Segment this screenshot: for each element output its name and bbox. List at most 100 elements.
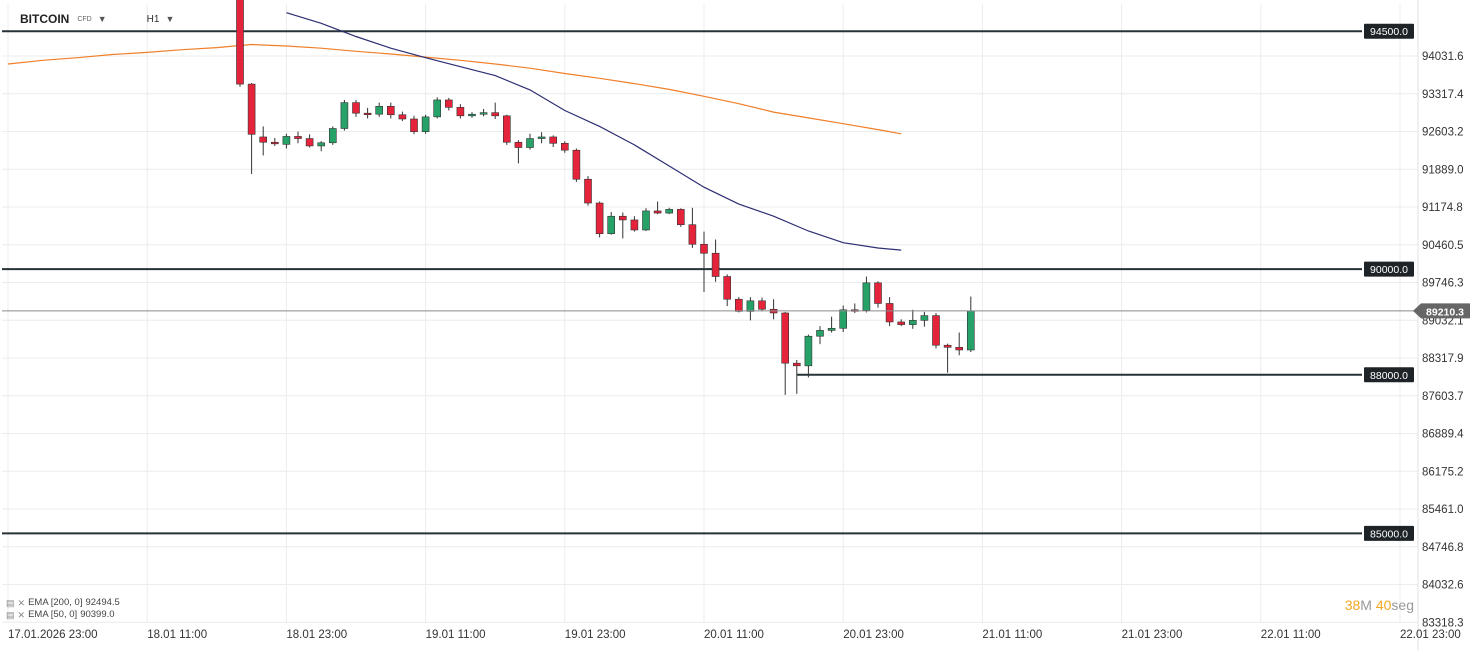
close-icon[interactable]: ✕ bbox=[17, 610, 26, 620]
time-tick-label: 19.01 11:00 bbox=[426, 629, 486, 641]
legend-ema200: ▤ ✕ EMA [200, 0] 92494.5 bbox=[6, 597, 120, 609]
candle bbox=[607, 212, 616, 235]
candle-body bbox=[537, 136, 546, 139]
candle-body bbox=[688, 224, 697, 245]
candle-body bbox=[746, 300, 755, 312]
indicator-legend: ▤ ✕ EMA [200, 0] 92494.5 ▤ ✕ EMA [50, 0]… bbox=[6, 597, 120, 621]
candle bbox=[897, 319, 906, 327]
level-label-text: 88000.0 bbox=[1370, 370, 1408, 382]
symbol-name[interactable]: BITCOIN bbox=[20, 12, 70, 26]
candle-body bbox=[734, 298, 743, 312]
time-tick-label: 18.01 23:00 bbox=[286, 629, 347, 641]
candle-countdown: 38M 40seg bbox=[1345, 597, 1414, 613]
candle-body bbox=[607, 215, 616, 234]
timeframe-selector[interactable]: H1 bbox=[146, 13, 160, 25]
level-label-text: 85000.0 bbox=[1370, 528, 1408, 540]
price-tick-label: 88317.9 bbox=[1422, 353, 1464, 365]
price-tick-label: 90460.5 bbox=[1422, 240, 1464, 252]
candle-body bbox=[294, 136, 302, 139]
candle bbox=[294, 131, 302, 144]
candle-body bbox=[433, 99, 442, 118]
candle bbox=[932, 312, 940, 349]
timeframe-dropdown-icon[interactable]: ▼ bbox=[165, 14, 175, 24]
candle bbox=[340, 99, 349, 131]
candle bbox=[618, 212, 627, 239]
candle bbox=[804, 334, 813, 378]
price-tick-label: 84746.8 bbox=[1422, 542, 1464, 554]
candle bbox=[827, 316, 836, 333]
candle-body bbox=[955, 347, 964, 351]
candle-body bbox=[816, 330, 824, 337]
time-tick-label: 21.01 11:00 bbox=[982, 629, 1042, 641]
candle bbox=[874, 281, 882, 308]
candle bbox=[734, 297, 743, 313]
level-label: 85000.0 bbox=[1364, 525, 1414, 541]
candle bbox=[514, 140, 523, 164]
candle bbox=[421, 114, 430, 134]
candle bbox=[966, 296, 975, 353]
time-tick-label: 22.01 11:00 bbox=[1261, 629, 1321, 641]
time-tick-label: 17.01.2026 23:00 bbox=[8, 629, 98, 641]
close-icon[interactable]: ✕ bbox=[17, 598, 26, 608]
ema200-line bbox=[7, 43, 902, 135]
candle-body bbox=[247, 83, 256, 135]
candle-body bbox=[456, 107, 465, 117]
symbol-dropdown-icon[interactable]: ▼ bbox=[97, 14, 107, 24]
candle bbox=[920, 311, 929, 327]
candle bbox=[259, 126, 268, 156]
candle bbox=[688, 207, 697, 248]
candle bbox=[549, 135, 558, 147]
candle bbox=[363, 107, 372, 119]
level-label: 94500.0 bbox=[1364, 23, 1414, 39]
candle bbox=[386, 102, 395, 119]
candle bbox=[665, 207, 674, 215]
candle bbox=[769, 299, 778, 320]
candle-body bbox=[282, 136, 291, 145]
candle-body bbox=[560, 142, 569, 151]
time-tick-label: 18.01 11:00 bbox=[147, 629, 207, 641]
price-tick-label: 86889.4 bbox=[1422, 429, 1464, 441]
price-tick-label: 94031.6 bbox=[1422, 51, 1464, 63]
candle-body bbox=[711, 252, 720, 277]
candle-body bbox=[236, 0, 244, 85]
candle-body bbox=[526, 138, 534, 148]
candle bbox=[572, 148, 581, 182]
candle-body bbox=[676, 209, 685, 225]
time-tick-label: 20.01 23:00 bbox=[843, 629, 904, 641]
candle-body bbox=[502, 115, 511, 143]
candle bbox=[792, 360, 801, 394]
candle bbox=[479, 108, 488, 117]
candle-body bbox=[665, 209, 674, 214]
candle bbox=[816, 326, 824, 345]
candle bbox=[491, 102, 500, 119]
price-tick-label: 83318.3 bbox=[1422, 617, 1464, 629]
candle bbox=[270, 138, 279, 146]
candle bbox=[781, 311, 790, 395]
candle-body bbox=[305, 138, 314, 147]
candle bbox=[526, 133, 534, 150]
countdown-min-unit: M bbox=[1360, 597, 1372, 613]
settings-icon[interactable]: ▤ bbox=[6, 598, 15, 608]
candle-body bbox=[874, 282, 882, 304]
candle-body bbox=[317, 142, 326, 147]
candle bbox=[630, 216, 639, 232]
candle-body bbox=[618, 215, 627, 221]
candle-body bbox=[804, 335, 813, 367]
settings-icon[interactable]: ▤ bbox=[6, 610, 15, 620]
legend-label: EMA [50, 0] bbox=[28, 609, 78, 620]
candle-body bbox=[363, 112, 372, 115]
candle-body bbox=[966, 310, 975, 351]
candle bbox=[560, 141, 569, 153]
price-tick-label: 91889.0 bbox=[1422, 164, 1464, 176]
candle-body bbox=[340, 102, 349, 129]
candle bbox=[885, 297, 894, 327]
candle-body bbox=[792, 362, 801, 367]
candle-body bbox=[270, 141, 279, 145]
level-label-box bbox=[1364, 525, 1414, 541]
candle-body bbox=[386, 105, 395, 116]
ema-lines bbox=[7, 12, 902, 251]
candles bbox=[236, 0, 975, 395]
legend-ema50: ▤ ✕ EMA [50, 0] 90399.0 bbox=[6, 609, 120, 621]
level-label: 88000.0 bbox=[1364, 367, 1414, 383]
